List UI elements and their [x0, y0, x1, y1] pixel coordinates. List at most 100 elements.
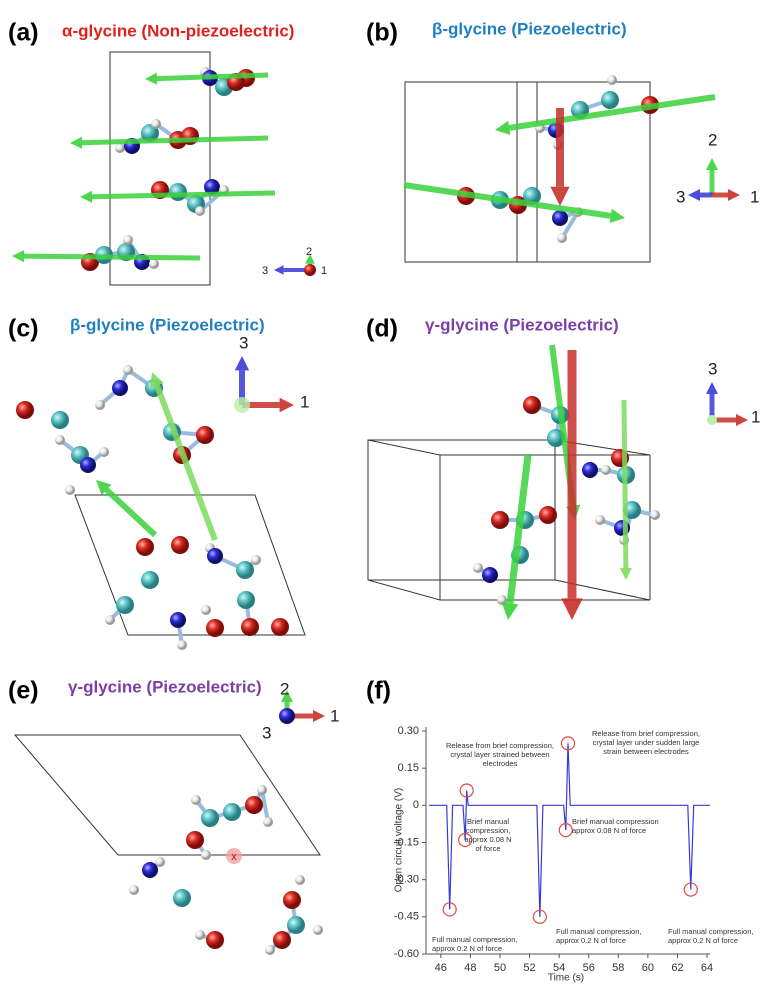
panel-title: α-glycine (Non-piezoelectric) [62, 21, 294, 40]
unit-cell [405, 82, 650, 262]
atom [136, 538, 154, 556]
atom [523, 396, 541, 414]
y-tick-label: -0.60 [394, 948, 419, 960]
dipole-arrow-head [688, 189, 700, 201]
atom [16, 401, 34, 419]
atom [80, 457, 96, 473]
atom [116, 596, 134, 614]
annotation: Brief manual [467, 817, 509, 826]
axis-label: 3 [708, 359, 717, 378]
axis-label: 1 [751, 407, 760, 426]
dipole-arrow-head [313, 710, 325, 722]
axis-label: 2 [306, 246, 312, 258]
atom [601, 465, 611, 475]
x-tick-label: 58 [612, 962, 624, 974]
dipole-arrow [404, 185, 611, 216]
axis-label: 1 [300, 392, 309, 411]
axis-label: 3 [239, 333, 248, 352]
dipole-arrow-head [610, 209, 625, 223]
annotation: electrodes [483, 759, 518, 768]
dipole-arrow-head [728, 189, 740, 201]
annotation: approx 0.08 N [464, 835, 511, 844]
axis-label: 3 [262, 723, 271, 742]
atom [51, 411, 69, 429]
x-tick-label: 56 [583, 962, 595, 974]
atom [191, 795, 201, 805]
atom [115, 143, 125, 153]
atom [170, 612, 186, 628]
annotation: Release from brief compression, [446, 741, 554, 750]
atom [552, 210, 568, 226]
annotation: crystal layer under sudden large [593, 738, 700, 747]
dipole-arrow [92, 193, 275, 197]
atom [155, 857, 165, 867]
atom [601, 91, 619, 109]
atom [99, 447, 109, 457]
panel-label: (e) [8, 677, 39, 705]
atom [482, 567, 498, 583]
annotation: Full manual compression, [668, 927, 753, 936]
dipole-arrow-head [12, 250, 24, 262]
annotation: approx 0.2 N of force [668, 936, 738, 945]
atom [123, 235, 133, 245]
atom [123, 365, 133, 375]
axis-dot [707, 415, 717, 425]
panel-label: (f) [366, 677, 391, 705]
atom [207, 548, 223, 564]
atom [295, 875, 305, 885]
atom [237, 591, 255, 609]
dipole-arrow [624, 400, 626, 568]
dipole-arrow-head [80, 191, 92, 203]
axis-label: 1 [750, 187, 759, 206]
axis-label: 2 [280, 679, 289, 698]
annotation: Release from brief compression, [592, 729, 700, 738]
atom [141, 571, 159, 589]
panel-label: (d) [366, 315, 398, 343]
atom [201, 809, 219, 827]
dipole-arrow-head [70, 137, 82, 149]
y-tick-label: 0.15 [398, 762, 419, 774]
annotation: Full manual compression, [432, 935, 517, 944]
atom [595, 515, 605, 525]
atom [195, 930, 205, 940]
dipole-arrow [157, 385, 215, 540]
atom [206, 619, 224, 637]
figure: 0.300.150-0.15-0.30-0.45-0.6046485052545… [0, 0, 764, 991]
atom [251, 555, 261, 565]
atom [313, 925, 323, 935]
dipole-arrow-head [235, 356, 249, 370]
atom [171, 536, 189, 554]
axis-label: 1 [330, 706, 339, 725]
axis-label: 2 [708, 130, 717, 149]
axis-dot [304, 264, 316, 276]
panel-title: β-glycine (Piezoelectric) [432, 19, 627, 38]
atom [223, 803, 241, 821]
atom [273, 931, 291, 949]
annotation: compression, [466, 826, 511, 835]
atom [105, 615, 115, 625]
atom [95, 400, 105, 410]
atom [196, 426, 214, 444]
dipole-arrow-head [706, 158, 718, 170]
atom [201, 605, 211, 615]
atom [55, 435, 65, 445]
panel-title: γ-glycine (Piezoelectric) [425, 315, 619, 334]
atom [287, 916, 305, 934]
dipole-arrow-head [706, 382, 718, 394]
axis-label: 3 [262, 265, 268, 277]
x-tick-label: 50 [494, 962, 506, 974]
panel-label: (a) [8, 19, 39, 47]
atom [169, 183, 187, 201]
atom [173, 889, 191, 907]
panel-label: (c) [8, 315, 39, 343]
x-tick-label: 48 [464, 962, 476, 974]
dipole-arrow-head [561, 598, 583, 620]
unit-cell [75, 495, 305, 635]
page: {"panels": [ {"label": "(a)", "title": "… [0, 0, 764, 991]
atom [265, 945, 275, 955]
y-tick-label: -0.45 [394, 911, 419, 923]
atom [283, 891, 301, 909]
annotation: crystal layer strained between [450, 750, 549, 759]
axis-dot [234, 397, 250, 413]
